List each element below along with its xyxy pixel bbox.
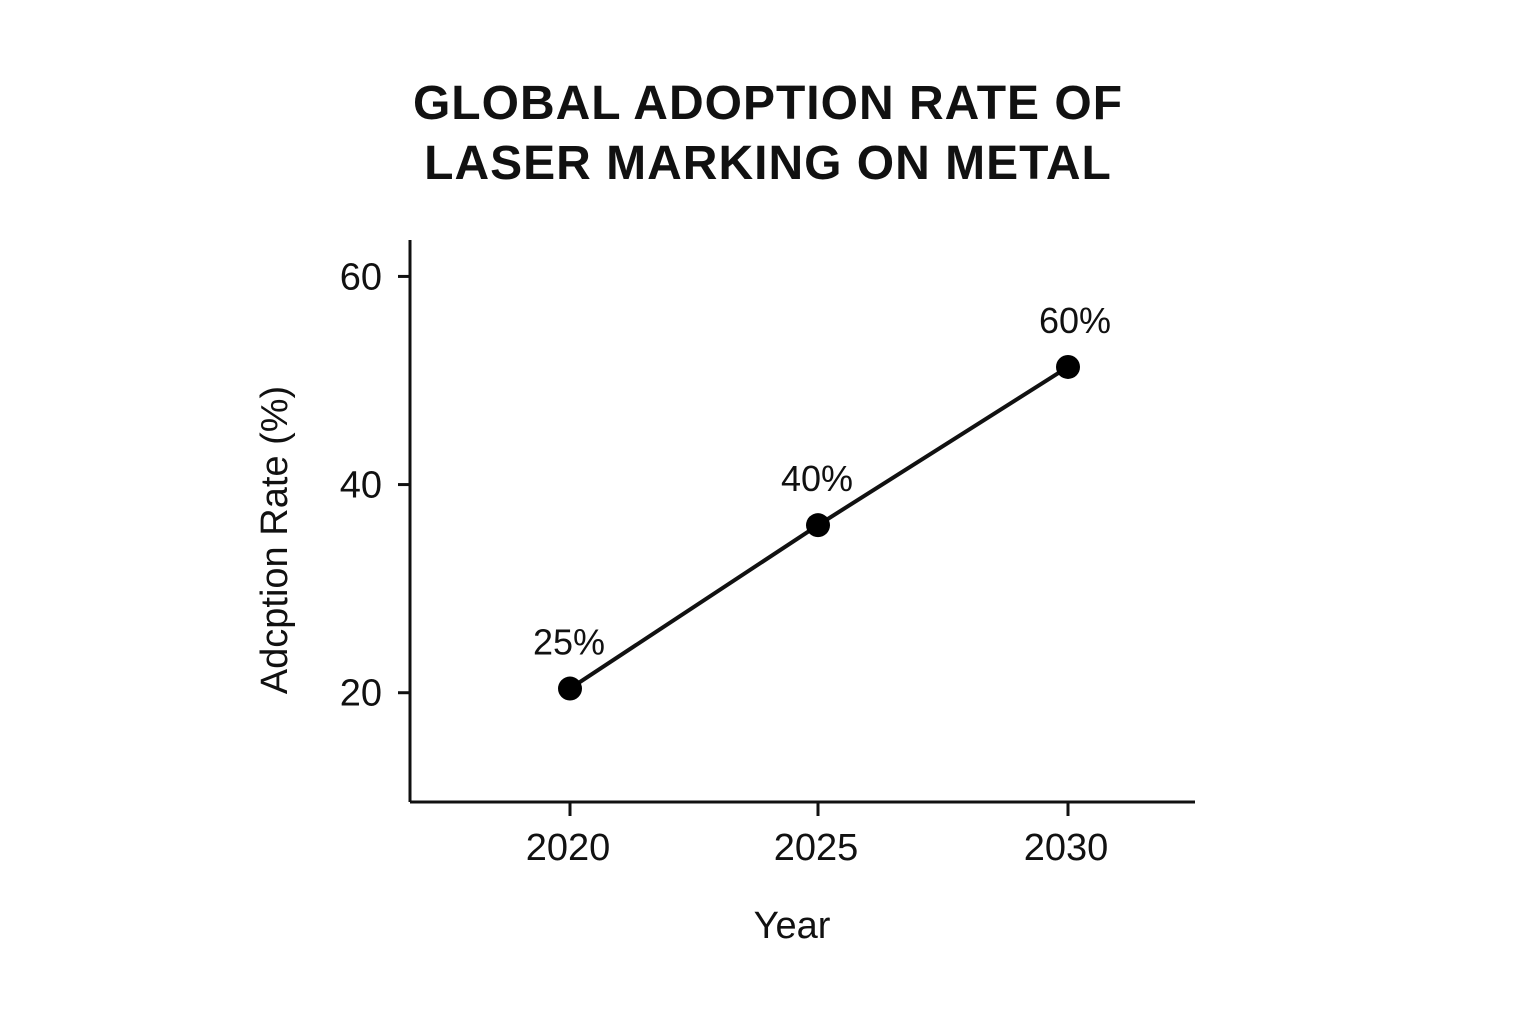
y-tick-label: 60 — [340, 256, 382, 298]
y-ticks: 20 40 60 — [340, 256, 410, 715]
y-tick-label: 40 — [340, 465, 382, 507]
data-point — [806, 513, 830, 538]
x-tick-label: 2025 — [774, 827, 859, 869]
chart-title-line-2: LASER MARKING ON METAL — [424, 137, 1112, 190]
data-label: 40% — [781, 458, 853, 499]
data-label: 60% — [1039, 300, 1111, 341]
x-axis-label: Year — [754, 905, 831, 947]
chart-title: GLOBAL ADOPTION RATE OF LASER MARKING ON… — [0, 74, 1536, 194]
y-axis-label: Adcption Rate (%) — [254, 386, 296, 694]
y-tick-label: 20 — [340, 673, 382, 715]
x-ticks: 2020 2025 2030 — [526, 802, 1109, 869]
data-labels: 25% 40% 60% — [533, 300, 1111, 663]
data-label: 25% — [533, 622, 605, 663]
data-points — [558, 354, 1080, 701]
x-tick-label: 2020 — [526, 827, 611, 869]
chart-title-line-1: GLOBAL ADOPTION RATE OF — [412, 77, 1124, 130]
data-point — [1056, 354, 1080, 379]
data-point — [558, 676, 582, 701]
x-tick-label: 2030 — [1024, 827, 1109, 869]
